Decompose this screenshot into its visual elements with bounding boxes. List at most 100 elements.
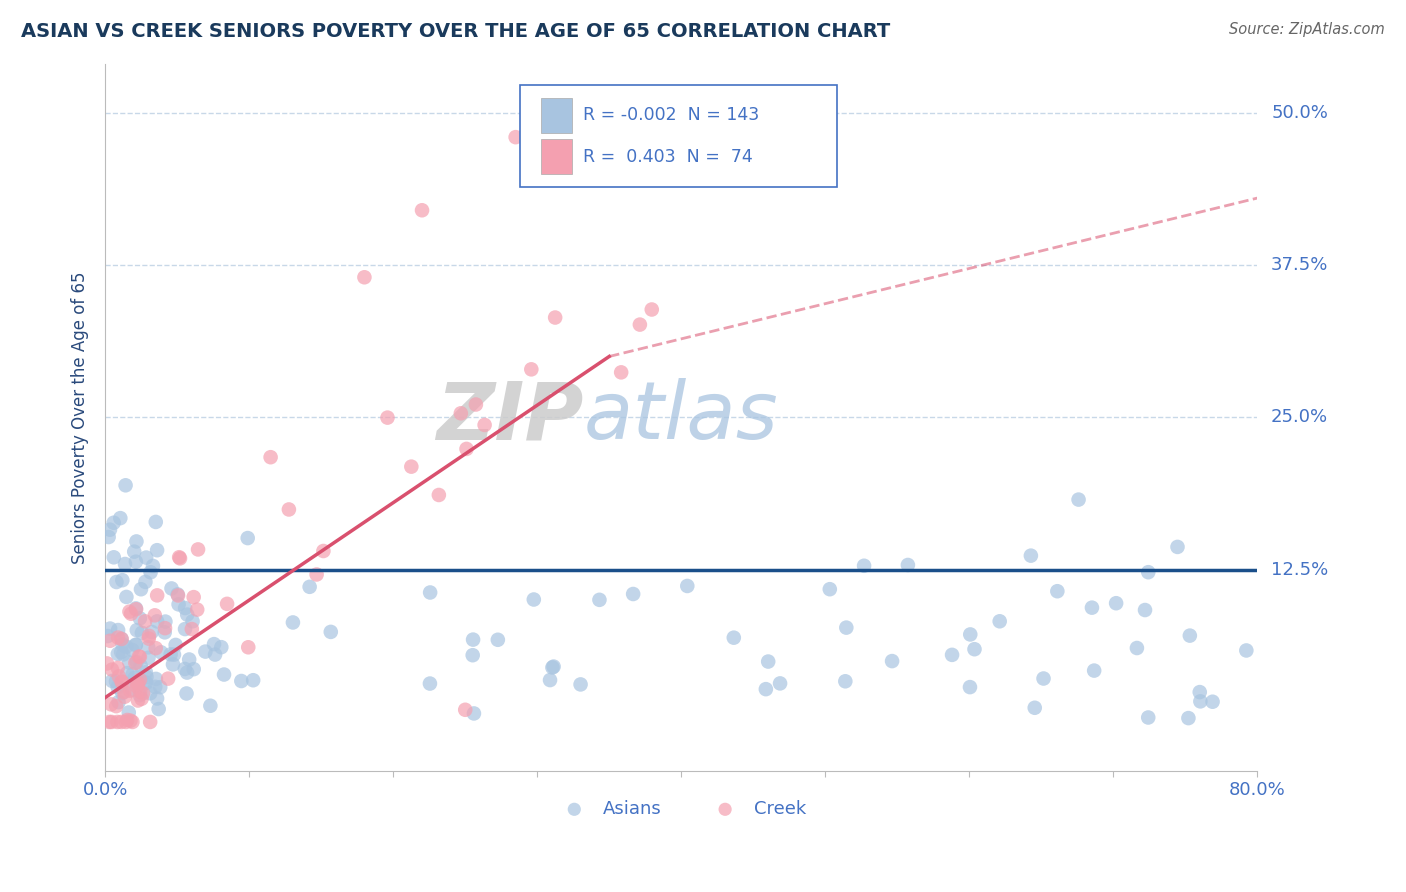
Point xyxy=(319,624,342,639)
Point xyxy=(628,318,651,332)
Point xyxy=(538,673,561,687)
Point xyxy=(134,675,156,690)
Text: 37.5%: 37.5% xyxy=(1271,256,1329,274)
Point xyxy=(463,706,485,721)
Point xyxy=(124,656,146,670)
Point xyxy=(880,654,903,668)
Point xyxy=(110,645,132,659)
Point xyxy=(129,673,152,687)
Point xyxy=(110,714,132,729)
Point xyxy=(129,684,152,698)
Point xyxy=(377,410,399,425)
Point xyxy=(305,567,328,582)
Point xyxy=(111,686,134,700)
Point xyxy=(107,661,129,675)
Point xyxy=(143,608,166,623)
Point xyxy=(117,666,139,681)
Text: R =  0.403  N =  74: R = 0.403 N = 74 xyxy=(583,148,754,166)
Point xyxy=(217,597,239,611)
Point xyxy=(464,397,486,411)
Point xyxy=(125,555,148,569)
Point xyxy=(1178,629,1201,643)
Point xyxy=(150,645,173,659)
Point xyxy=(641,302,664,317)
Point xyxy=(117,713,139,727)
Point xyxy=(186,602,208,616)
Point xyxy=(454,703,477,717)
Point xyxy=(125,638,148,652)
Point xyxy=(114,557,136,571)
Point xyxy=(125,602,148,616)
Point xyxy=(835,621,858,635)
Point xyxy=(1081,600,1104,615)
Point xyxy=(419,585,441,599)
Point xyxy=(115,714,138,729)
Point xyxy=(1126,640,1149,655)
Point xyxy=(167,589,190,603)
Point xyxy=(202,637,225,651)
Point xyxy=(259,450,281,465)
Point xyxy=(111,637,134,651)
Point xyxy=(124,671,146,685)
Point xyxy=(103,516,125,530)
Point xyxy=(142,558,165,573)
Text: R = -0.002  N = 143: R = -0.002 N = 143 xyxy=(583,106,759,124)
Point xyxy=(105,714,128,729)
Text: atlas: atlas xyxy=(583,378,778,457)
Point xyxy=(132,686,155,700)
Point xyxy=(174,622,197,636)
Point xyxy=(104,674,127,689)
Point xyxy=(107,631,129,645)
Point xyxy=(134,615,156,629)
Point xyxy=(98,622,121,636)
Point xyxy=(141,625,163,640)
Point xyxy=(723,631,745,645)
Point xyxy=(131,691,153,706)
Point xyxy=(486,632,509,647)
Point xyxy=(834,674,856,689)
Point xyxy=(181,615,204,629)
Point xyxy=(101,673,124,688)
Point xyxy=(134,574,156,589)
Point xyxy=(128,611,150,625)
Point xyxy=(135,675,157,690)
Point xyxy=(1177,711,1199,725)
Point xyxy=(411,203,433,218)
Point xyxy=(125,676,148,690)
Point xyxy=(236,531,259,545)
Point xyxy=(111,674,134,689)
Point xyxy=(456,442,478,456)
Point xyxy=(97,530,120,544)
Point xyxy=(755,682,778,697)
Point xyxy=(505,130,527,145)
Point xyxy=(187,542,209,557)
Point xyxy=(148,702,170,716)
Point xyxy=(312,544,335,558)
Point xyxy=(166,587,188,601)
Point xyxy=(127,693,149,707)
Point xyxy=(179,652,201,666)
Point xyxy=(897,558,920,572)
Point xyxy=(125,623,148,637)
Point xyxy=(523,592,546,607)
Point xyxy=(183,662,205,676)
Point xyxy=(121,682,143,697)
Point xyxy=(941,648,963,662)
Point xyxy=(108,669,131,683)
Point xyxy=(120,714,142,728)
Text: 50.0%: 50.0% xyxy=(1271,103,1329,122)
Point xyxy=(128,649,150,664)
Point xyxy=(1133,603,1156,617)
Point xyxy=(176,607,198,622)
Point xyxy=(121,667,143,681)
Point xyxy=(676,579,699,593)
Legend: Asians, Creek: Asians, Creek xyxy=(548,793,814,825)
Point xyxy=(1166,540,1188,554)
Point xyxy=(103,550,125,565)
Point xyxy=(100,714,122,729)
Point xyxy=(139,714,162,729)
Point xyxy=(101,663,124,677)
Point xyxy=(853,558,876,573)
Point xyxy=(200,698,222,713)
Point xyxy=(125,680,148,694)
